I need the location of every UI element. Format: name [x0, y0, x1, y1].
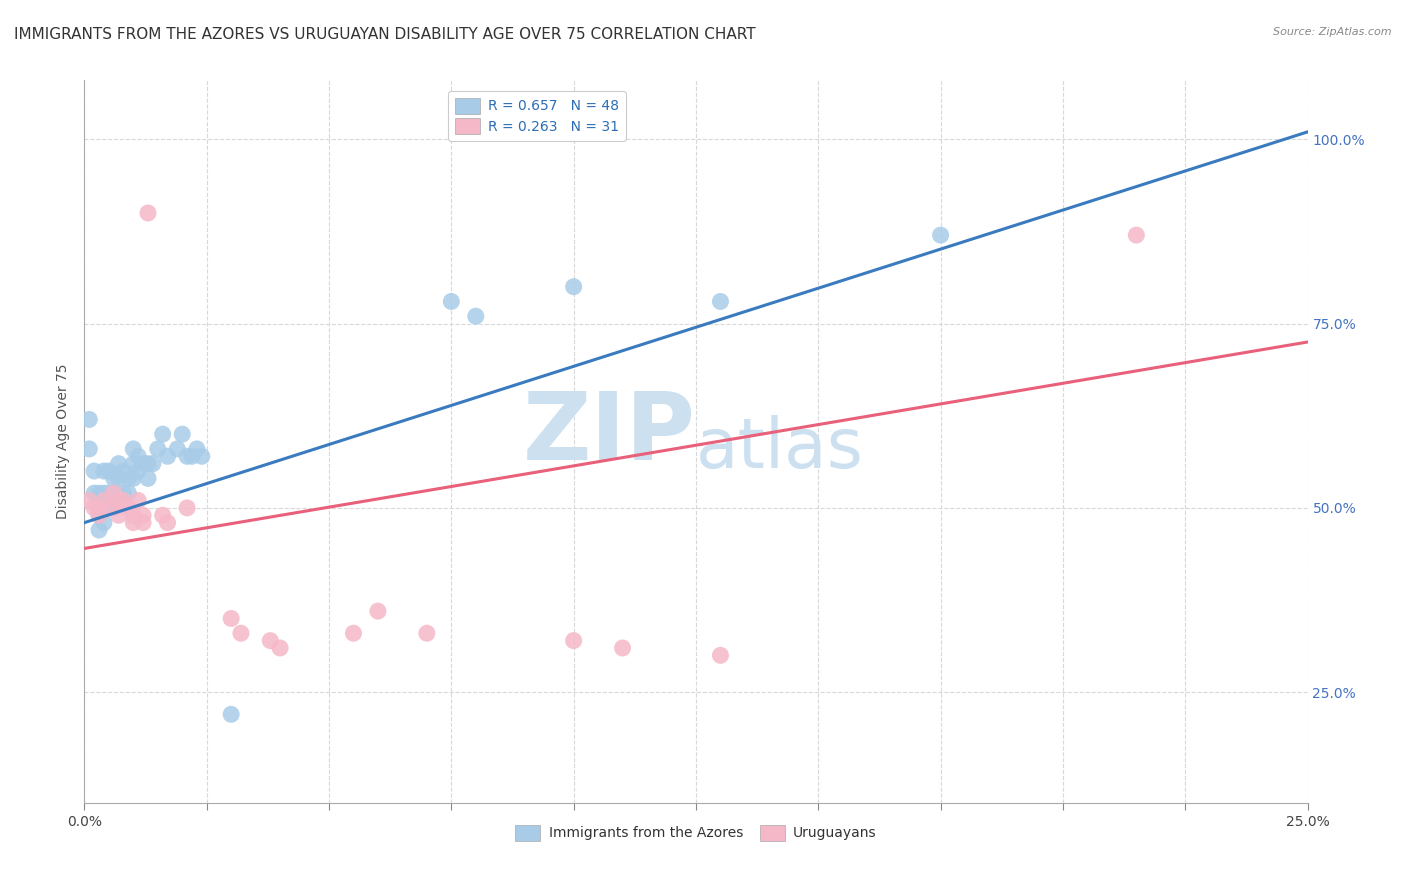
Point [117, 500, 139, 515]
Point [156, 450, 179, 464]
Point [93, 516, 115, 530]
Point [87, 508, 110, 523]
Point [259, 633, 281, 648]
Point [87, 508, 110, 523]
Point [122, 508, 145, 523]
Text: ZIP: ZIP [523, 388, 696, 480]
Point [122, 442, 145, 456]
Point [186, 442, 208, 456]
Point [112, 493, 135, 508]
Point [709, 294, 731, 309]
Point [464, 309, 486, 323]
Point [112, 486, 135, 500]
Point [122, 516, 145, 530]
Point [107, 471, 129, 485]
Point [83, 486, 105, 500]
Point [1125, 228, 1147, 243]
Point [122, 471, 145, 485]
Point [562, 279, 585, 293]
Point [93, 464, 115, 478]
Y-axis label: Disability Age Over 75: Disability Age Over 75 [56, 364, 70, 519]
Point [176, 500, 198, 515]
Point [107, 508, 129, 523]
Point [342, 626, 364, 640]
Point [612, 640, 634, 655]
Point [127, 450, 149, 464]
Point [103, 486, 125, 500]
Point [166, 442, 188, 456]
Point [77, 412, 100, 426]
Point [87, 500, 110, 515]
Point [709, 648, 731, 663]
Point [107, 493, 129, 508]
Point [132, 508, 155, 523]
Point [87, 500, 110, 515]
Point [172, 427, 194, 442]
Point [142, 457, 165, 471]
Point [132, 457, 155, 471]
Point [117, 471, 139, 485]
Text: atlas: atlas [696, 416, 863, 483]
Point [93, 493, 115, 508]
Legend: Immigrants from the Azores, Uruguayans: Immigrants from the Azores, Uruguayans [510, 819, 882, 847]
Point [562, 633, 585, 648]
Point [152, 427, 174, 442]
Point [132, 516, 155, 530]
Point [93, 486, 115, 500]
Point [103, 486, 125, 500]
Point [77, 493, 100, 508]
Point [87, 486, 110, 500]
Point [219, 611, 242, 625]
Point [103, 471, 125, 485]
Point [156, 516, 179, 530]
Point [229, 626, 252, 640]
Text: IMMIGRANTS FROM THE AZORES VS URUGUAYAN DISABILITY AGE OVER 75 CORRELATION CHART: IMMIGRANTS FROM THE AZORES VS URUGUAYAN … [14, 27, 755, 42]
Point [83, 464, 105, 478]
Point [136, 457, 159, 471]
Point [269, 640, 291, 655]
Point [97, 500, 120, 515]
Point [367, 604, 389, 618]
Point [440, 294, 463, 309]
Point [127, 464, 149, 478]
Point [97, 486, 120, 500]
Point [136, 471, 159, 485]
Point [136, 206, 159, 220]
Point [112, 464, 135, 478]
Point [83, 500, 105, 515]
Point [146, 442, 169, 456]
Point [181, 450, 204, 464]
Point [97, 464, 120, 478]
Point [176, 450, 198, 464]
Point [127, 493, 149, 508]
Point [107, 457, 129, 471]
Point [117, 486, 139, 500]
Point [103, 500, 125, 515]
Text: Source: ZipAtlas.com: Source: ZipAtlas.com [1274, 27, 1392, 37]
Point [191, 450, 214, 464]
Point [97, 500, 120, 515]
Point [93, 500, 115, 515]
Point [929, 228, 952, 243]
Point [219, 707, 242, 722]
Point [416, 626, 439, 640]
Point [152, 508, 174, 523]
Point [122, 457, 145, 471]
Point [87, 523, 110, 537]
Point [77, 442, 100, 456]
